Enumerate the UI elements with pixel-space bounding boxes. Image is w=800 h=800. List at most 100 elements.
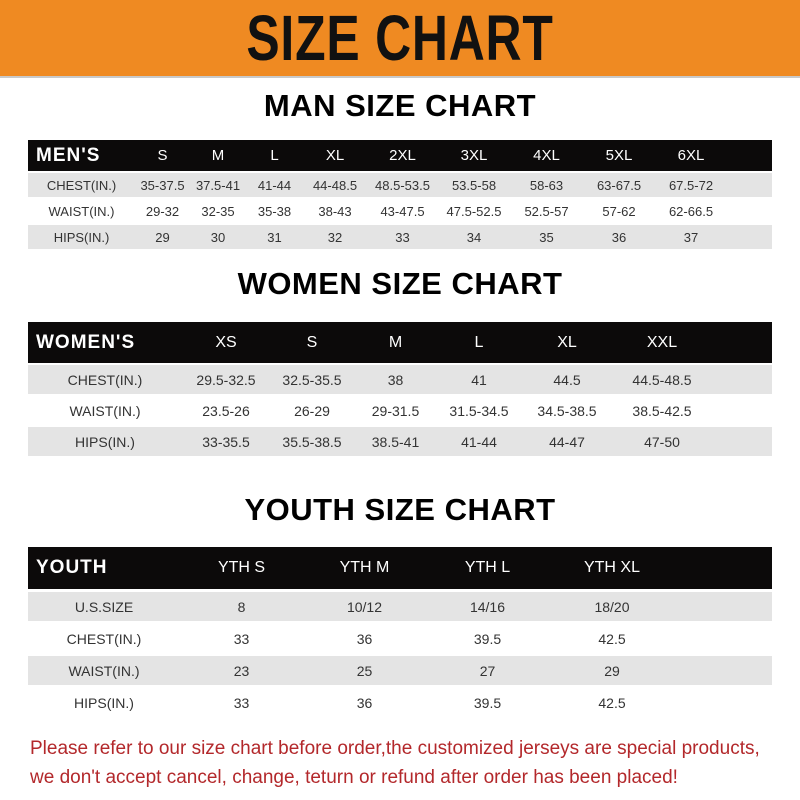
cell: 29 — [604, 662, 620, 679]
cell: 35-37.5 — [140, 177, 185, 193]
table-row: U.S.SIZE 8 10/12 14/16 18/20 — [28, 592, 772, 621]
table-row: WAIST(IN.) 23.5-26 26-29 29-31.5 31.5-34.5 34… — [28, 396, 772, 425]
cell: XL — [557, 333, 577, 351]
cell: 33-35.5 — [202, 433, 250, 450]
table-row: CHEST(IN.) 29.5-32.5 32.5-35.5 38 41 44.5 44.5… — [28, 365, 772, 394]
cell: 2XL — [389, 147, 416, 164]
table-row: WAIST(IN.) 29-32 32-35 35-38 38-43 43-47.5 47.… — [28, 199, 772, 223]
table-row: HIPS(IN.) 33-35.5 35.5-38.5 38.5-41 41-44 44-… — [28, 427, 772, 456]
cell: S — [157, 147, 168, 164]
cell: XXL — [646, 333, 678, 351]
row-label: HIPS(IN.) — [53, 229, 110, 245]
row-label: WAIST(IN.) — [68, 662, 140, 679]
cell: 39.5 — [473, 694, 502, 711]
cell: 5XL — [605, 147, 633, 164]
cell: 37.5-41 — [195, 177, 241, 193]
cell: 63-67.5 — [596, 177, 642, 193]
cell: 38.5-41 — [371, 433, 420, 450]
cell: 33 — [395, 229, 410, 245]
cell: 29.5-32.5 — [196, 371, 256, 388]
cell: 32.5-35.5 — [282, 371, 342, 388]
cell: 67.5-72 — [668, 177, 714, 193]
cell: 14/16 — [469, 598, 506, 615]
table-row: HIPS(IN.) 29 30 31 32 33 34 35 36 37 — [28, 225, 772, 249]
table-row: WAIST(IN.) 23 25 27 29 — [28, 656, 772, 685]
cell: 30 — [210, 229, 226, 245]
cell: 23 — [233, 662, 250, 679]
header-row: YOUTH YTH S YTH M YTH L YTH XL — [28, 547, 772, 589]
cell: YTH XL — [583, 559, 640, 576]
cell: YTH L — [464, 559, 511, 576]
cell: 57-62 — [602, 203, 636, 219]
cell: XL — [325, 147, 345, 164]
cell: 34.5-38.5 — [537, 402, 597, 419]
cell: 29-31.5 — [371, 402, 420, 419]
cell: 27 — [479, 662, 496, 679]
cell: 41-44 — [461, 433, 497, 450]
cell: 47-50 — [644, 433, 680, 450]
youth-title: YOUTH SIZE CHART — [244, 492, 556, 527]
header-row: WOMEN'S XS S M L XL XXL — [28, 322, 772, 363]
cell: 44-47 — [549, 433, 585, 450]
cell: 32 — [327, 229, 343, 245]
cell: 44.5-48.5 — [632, 371, 692, 388]
size-chart-banner: SIZE CHART — [0, 0, 800, 78]
cell: L — [474, 333, 484, 351]
table-row: CHEST(IN.) 35-37.5 37.5-41 41-44 44-48.5 48.5… — [28, 173, 772, 197]
table-row: CHEST(IN.) 33 36 39.5 42.5 — [28, 624, 772, 653]
row-label: HIPS(IN.) — [74, 694, 134, 711]
row-label: U.S.SIZE — [74, 598, 134, 615]
cell: 42.5 — [598, 630, 626, 647]
row-label: MEN'S — [36, 144, 101, 166]
cell: 38 — [387, 371, 404, 388]
row-label: WAIST(IN.) — [69, 402, 141, 419]
women-title: WOMEN SIZE CHART — [237, 266, 563, 301]
cell: YTH M — [339, 559, 390, 576]
table-row: HIPS(IN.) 33 36 39.5 42.5 — [28, 688, 772, 717]
cell: 43-47.5 — [380, 203, 425, 219]
cell: 26-29 — [294, 402, 330, 419]
note-line-2: we don't accept cancel, change, teturn o… — [30, 767, 678, 788]
cell: 34 — [466, 229, 482, 245]
cell: 31 — [267, 229, 282, 245]
cell: 36 — [611, 229, 627, 245]
row-label: CHEST(IN.) — [46, 177, 117, 193]
row-label: WAIST(IN.) — [48, 203, 115, 219]
cell: 41-44 — [257, 177, 292, 193]
cell: 39.5 — [473, 630, 502, 647]
cell: 23.5-26 — [202, 402, 250, 419]
cell: 42.5 — [598, 694, 626, 711]
cell: 32-35 — [201, 203, 235, 219]
cell: 10/12 — [346, 598, 383, 615]
cell: 35-38 — [257, 203, 292, 219]
order-note: Please refer to our size chart before or… — [30, 734, 790, 792]
cell: 48.5-53.5 — [375, 177, 430, 193]
cell: M — [211, 147, 225, 164]
cell: 37 — [683, 229, 699, 245]
cell: 58-63 — [529, 177, 564, 193]
cell: 35 — [539, 229, 554, 245]
cell: 38.5-42.5 — [632, 402, 692, 419]
row-label: WOMEN'S — [36, 331, 136, 353]
cell: S — [306, 333, 318, 351]
cell: 44.5 — [553, 371, 581, 388]
cell: 25 — [356, 662, 373, 679]
cell: 47.5-52.5 — [446, 203, 502, 219]
cell: 6XL — [677, 147, 705, 164]
cell: 18/20 — [594, 598, 630, 615]
men-title: MAN SIZE CHART — [263, 88, 537, 123]
cell: XS — [215, 333, 237, 351]
cell: 41 — [471, 371, 487, 388]
cell: M — [388, 333, 403, 351]
women-size-table: WOMEN'S XS S M L XL XXL CHEST(IN.) 29.5-32.5 32.5… — [28, 322, 772, 458]
cell: 38-43 — [318, 203, 352, 219]
cell: 8 — [237, 598, 246, 615]
cell: 29-32 — [145, 203, 180, 219]
cell: 4XL — [533, 147, 560, 164]
cell: 29 — [155, 229, 170, 245]
banner-title: SIZE CHART — [246, 2, 554, 74]
cell: 62-66.5 — [668, 203, 714, 219]
row-label: CHEST(IN.) — [66, 630, 142, 647]
cell: 35.5-38.5 — [282, 433, 342, 450]
cell: 36 — [356, 630, 373, 647]
